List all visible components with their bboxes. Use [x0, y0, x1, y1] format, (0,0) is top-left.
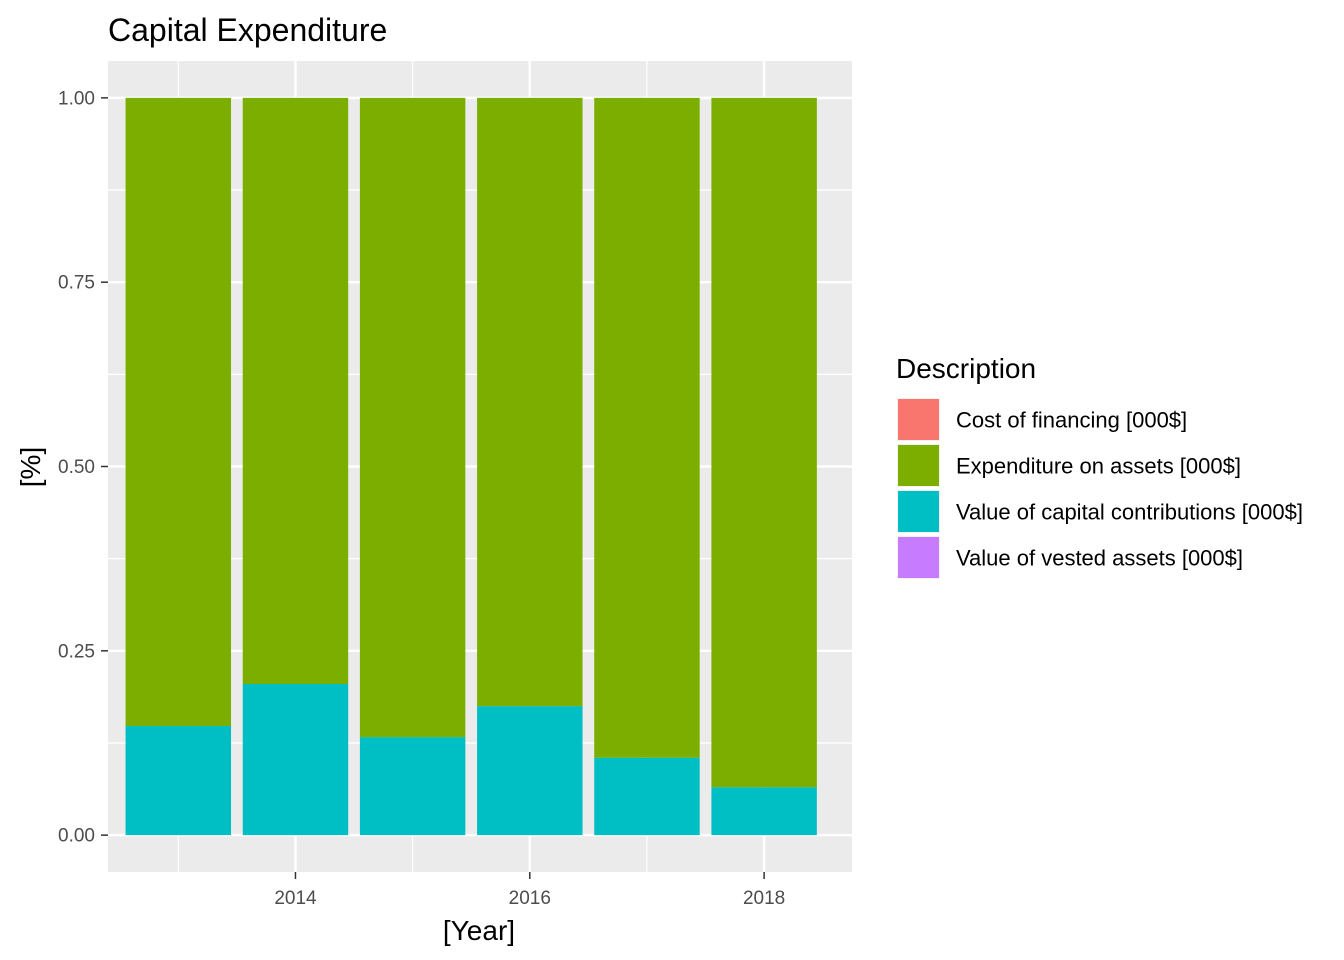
- legend-key: [898, 445, 939, 486]
- legend-label: Value of vested assets [000$]: [956, 546, 1243, 571]
- bar-segment: [594, 97, 700, 758]
- bar-segment: [477, 97, 583, 707]
- x-tick-label: 2016: [509, 888, 551, 909]
- legend-label: Cost of financing [000$]: [956, 408, 1187, 433]
- bar-segment: [125, 97, 232, 727]
- y-tick-label: 0.50: [58, 457, 95, 478]
- legend-key: [898, 537, 939, 578]
- bar-segment: [359, 737, 466, 836]
- x-axis-title: [Year]: [443, 915, 515, 946]
- bar-segment: [477, 706, 583, 836]
- y-tick-label: 1.00: [58, 88, 95, 109]
- y-tick-label: 0.25: [58, 641, 95, 662]
- bar-segment: [359, 97, 466, 738]
- x-tick-label: 2014: [274, 888, 317, 909]
- chart-title: Capital Expenditure: [108, 12, 387, 48]
- bar-segment: [594, 757, 700, 836]
- y-tick-label: 0.75: [58, 273, 95, 294]
- x-axis: 2014 2016 2018: [274, 872, 785, 909]
- bars: [125, 97, 817, 836]
- y-axis: 0.00 0.25 0.50 0.75 1.00: [58, 88, 108, 847]
- legend-label: Value of capital contributions [000$]: [956, 500, 1303, 525]
- bar-segment: [711, 787, 817, 836]
- bar-segment: [242, 683, 349, 836]
- bar-segment: [125, 726, 232, 836]
- legend-key: [898, 491, 939, 532]
- bar-segment: [242, 97, 349, 684]
- legend-label: Expenditure on assets [000$]: [956, 454, 1241, 479]
- legend-title: Description: [896, 353, 1036, 384]
- bar-segment: [711, 97, 817, 788]
- legend-key: [898, 399, 939, 440]
- legend: Cost of financing [000$] Expenditure on a…: [897, 398, 1303, 579]
- y-axis-title: [%]: [15, 447, 46, 487]
- y-tick-label: 0.00: [58, 826, 95, 847]
- x-tick-label: 2018: [743, 888, 785, 909]
